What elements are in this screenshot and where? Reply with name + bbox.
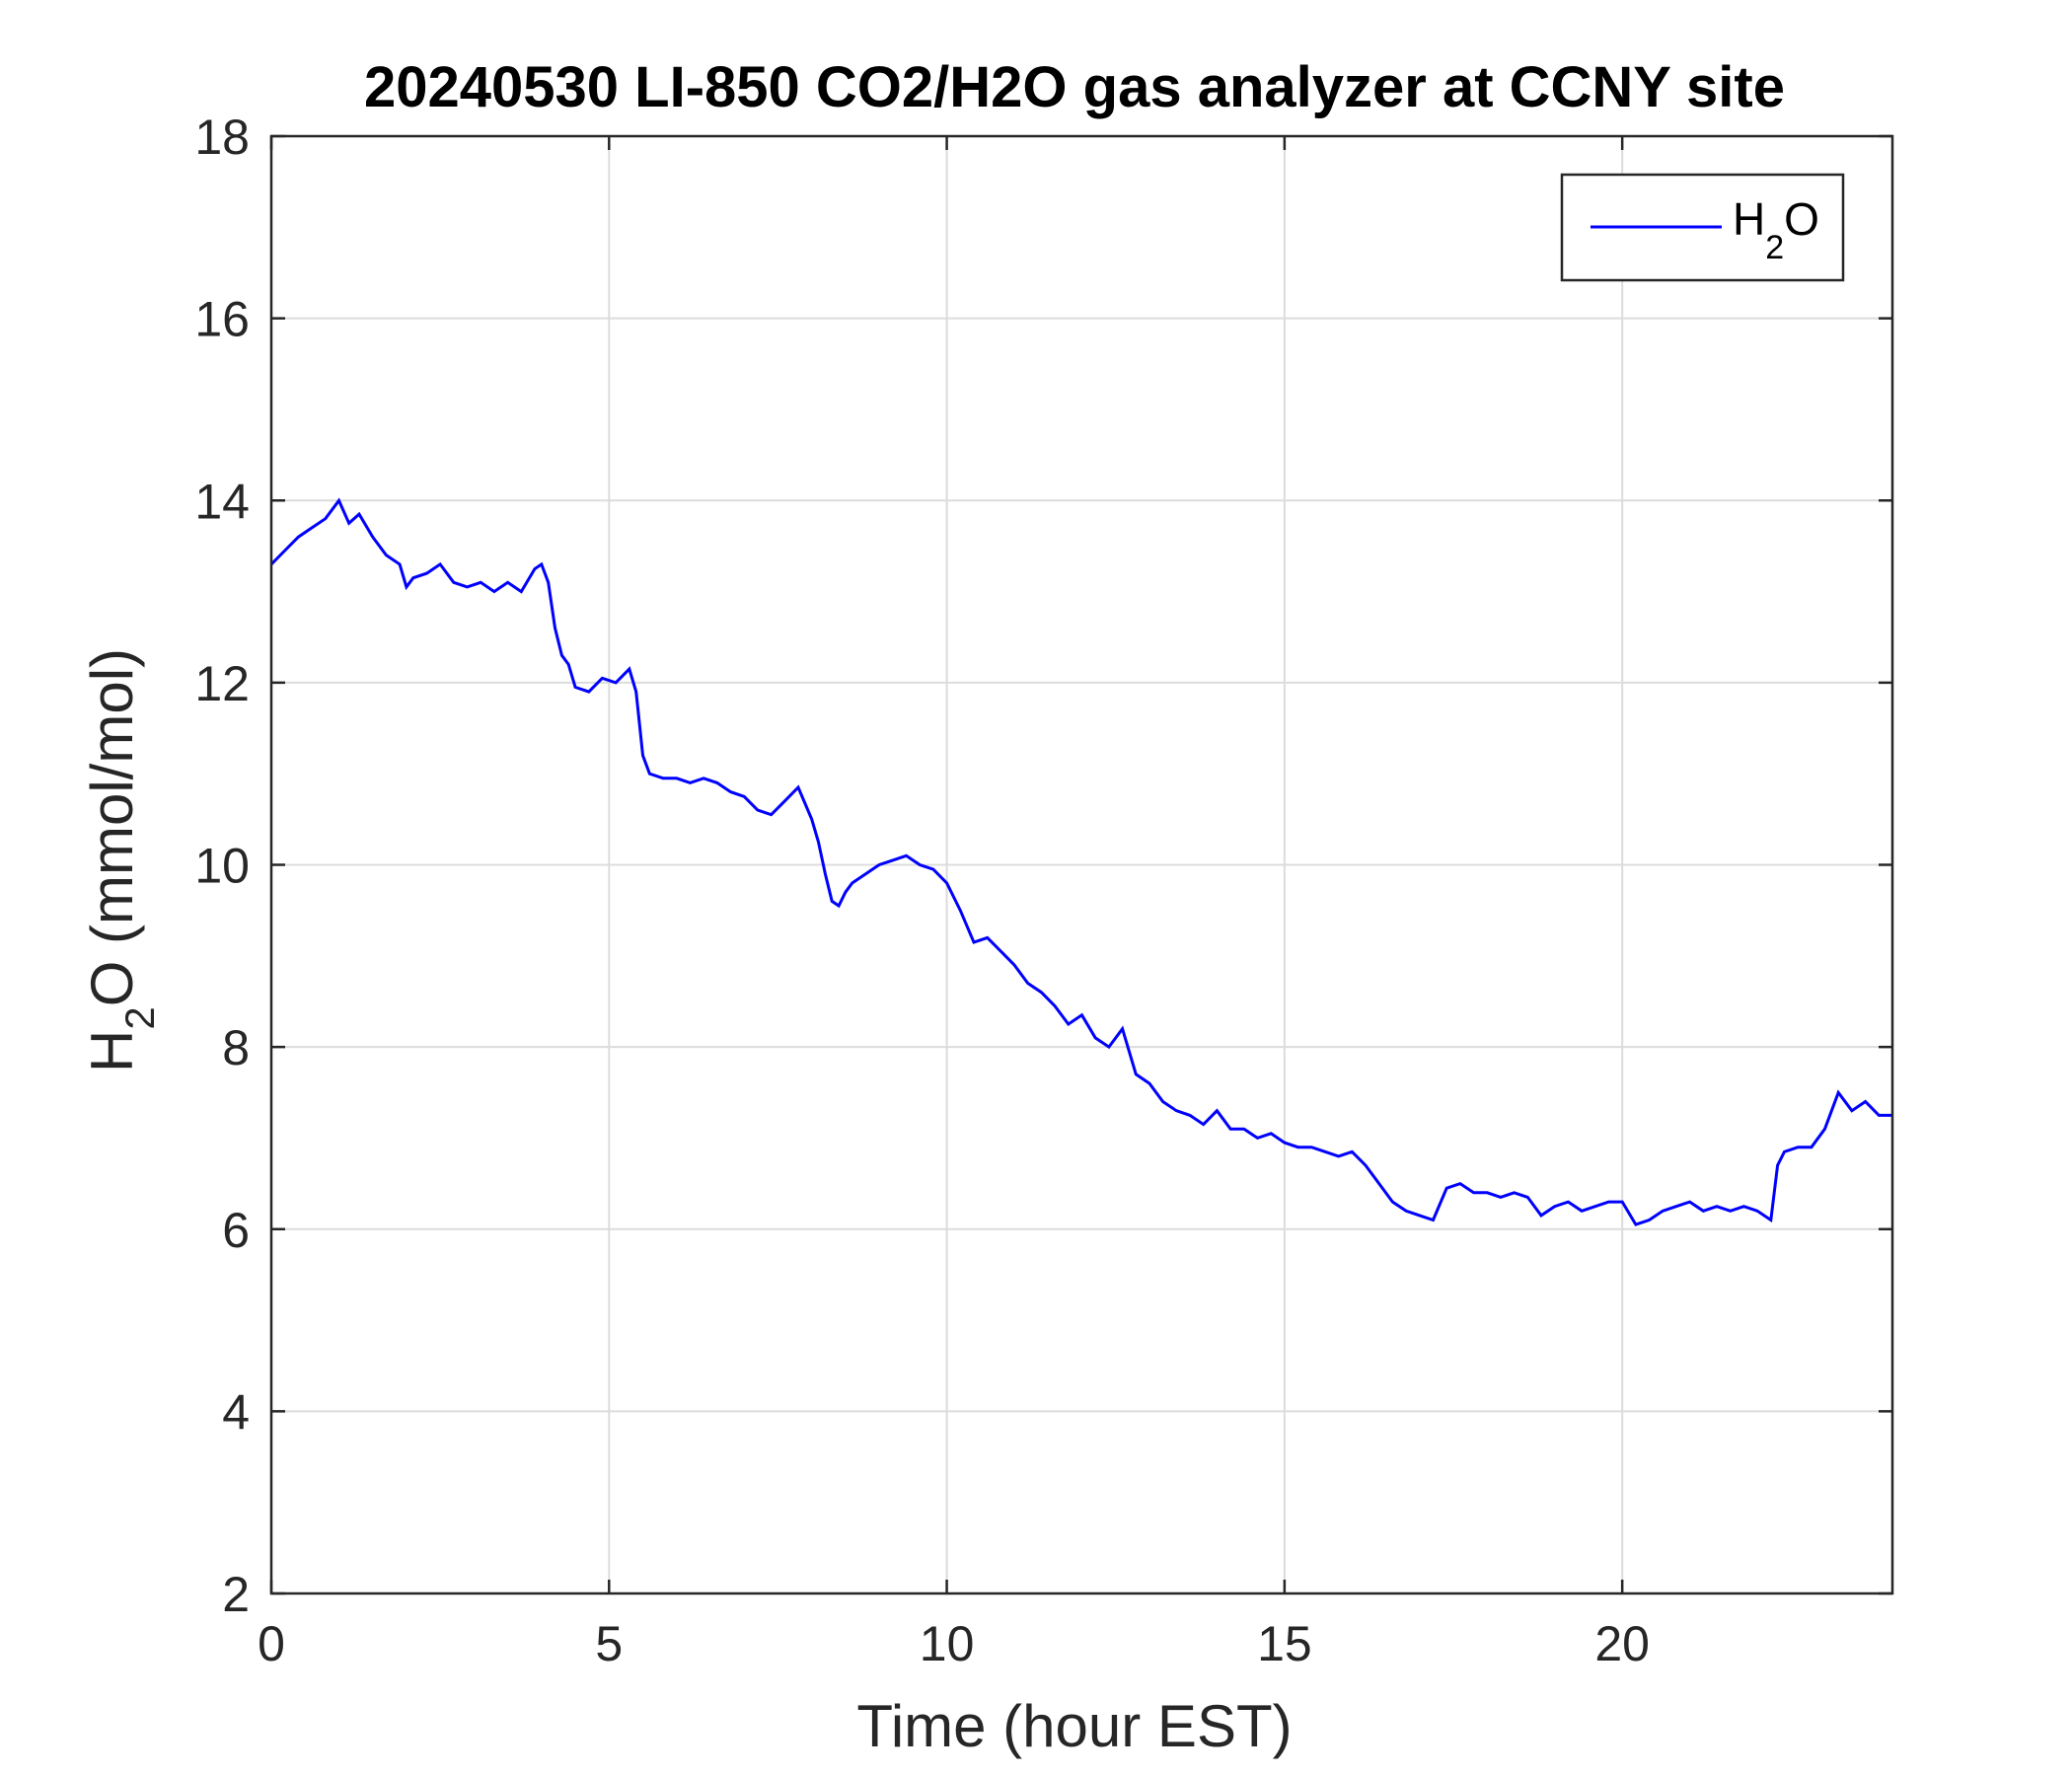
legend-label-base: H: [1733, 193, 1765, 245]
series-line-h2o: [269, 497, 1892, 1226]
y-tick-label: 10: [194, 839, 250, 894]
y-tick-label: 12: [194, 656, 250, 711]
chart-title: 20240530 LI-850 CO2/H2O gas analyzer at …: [364, 55, 1785, 119]
y-axis-label-subscript: 2: [116, 1006, 163, 1029]
x-tick-label: 20: [1594, 1616, 1650, 1671]
y-tick-label: 6: [222, 1203, 250, 1258]
y-tick-label: 16: [194, 292, 250, 347]
y-tick-label: 14: [194, 474, 250, 529]
x-tick-label: 15: [1257, 1616, 1312, 1671]
legend-label-rest: O: [1784, 193, 1819, 245]
y-axis-label: H2O (mmol/mol): [79, 648, 163, 1073]
y-tick-label: 4: [222, 1384, 250, 1440]
y-tick-label: 8: [222, 1020, 250, 1075]
legend-label-h2o: H2O: [1733, 193, 1819, 266]
x-axis-label: Time (hour EST): [856, 1693, 1292, 1759]
y-axis-label-base: H: [79, 1030, 145, 1073]
y-tick-label: 2: [222, 1567, 250, 1622]
x-tick-label: 5: [595, 1616, 623, 1671]
x-tick-label: 10: [920, 1616, 975, 1671]
legend: H2O: [1560, 173, 1845, 282]
axis-ticks: 0 5 10 15 20 2 4 6 8 10 12 14 16 18: [194, 110, 1892, 1671]
legend-label-subscript: 2: [1765, 229, 1784, 266]
y-axis-label-rest: O (mmol/mol): [79, 648, 145, 1006]
y-tick-label: 18: [194, 110, 250, 165]
x-tick-label: 0: [258, 1616, 285, 1671]
grid-lines: [271, 136, 1892, 1593]
